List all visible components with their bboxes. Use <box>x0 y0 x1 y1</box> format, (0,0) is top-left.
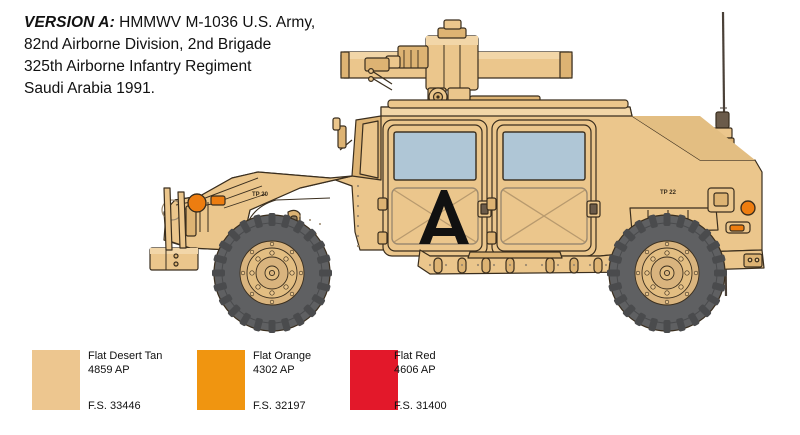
rocker-panel <box>417 249 641 293</box>
front-door-window <box>393 131 477 181</box>
colour-code-1: 4302 AP <box>253 364 295 376</box>
colour-fs-0: F.S. 33446 <box>88 400 141 412</box>
rear-tire-tread <box>607 213 727 333</box>
colour-swatch-0 <box>32 350 80 410</box>
version-tag: VERSION A: <box>24 14 115 31</box>
front-door <box>377 119 492 257</box>
blackout-marker-lamp <box>210 195 226 206</box>
front-tire-tread <box>212 213 332 333</box>
colour-name-1: Flat Orange <box>253 350 312 362</box>
rear-door-window <box>502 131 586 181</box>
colour-swatch-1 <box>197 350 245 410</box>
colour-fs-1: F.S. 32197 <box>253 400 306 412</box>
tow-missile-launcher <box>340 19 573 136</box>
colour-name-0: Flat Desert Tan <box>88 350 163 362</box>
colour-code-2: 4606 AP <box>394 364 436 376</box>
caption-block: VERSION A: HMMWV M-1036 U.S. Army, 82nd … <box>24 12 444 100</box>
caption-line-4: Saudi Arabia 1991. <box>24 80 155 97</box>
caption-line-1-rest: HMMWV M-1036 U.S. Army, <box>114 14 316 31</box>
colour-code-0: 4859 AP <box>88 364 130 376</box>
colour-fs-2: F.S. 31400 <box>394 400 447 412</box>
colour-name-2: Flat Red <box>394 350 436 362</box>
windshield-frame <box>332 115 382 181</box>
caption-line-1: VERSION A: HMMWV M-1036 U.S. Army, <box>24 12 444 34</box>
rear-door <box>486 119 601 257</box>
colour-swatch-2 <box>350 350 398 410</box>
caption-line-3: 325th Airborne Infantry Regiment <box>24 58 252 75</box>
rear-panel-code-label: TP 22 <box>660 190 677 196</box>
front-bumper <box>149 187 199 271</box>
front-wheel <box>213 214 331 332</box>
front-panel-code-label: TP 20 <box>252 192 269 198</box>
hmmwv-side-profile-illustration: TP 20 <box>149 11 765 333</box>
paint-colour-legend: Flat Desert Tan 4859 AP F.S. 33446 Flat … <box>0 344 800 435</box>
rear-reflector <box>729 224 745 232</box>
caption-line-2: 82nd Airborne Division, 2nd Brigade <box>24 36 272 53</box>
